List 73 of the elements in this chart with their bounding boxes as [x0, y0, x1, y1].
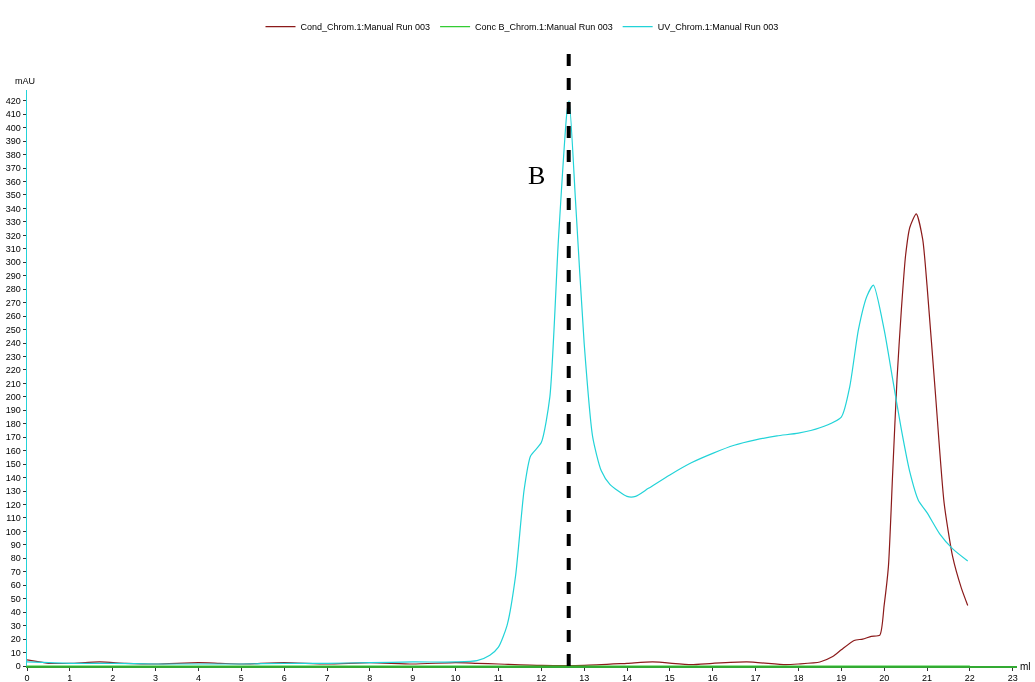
y-axis-title: mAU: [15, 76, 35, 86]
legend-label: Cond_Chrom.1:Manual Run 003: [300, 22, 431, 33]
y-tick-label: 410: [5, 109, 21, 120]
x-tick-label: 18: [793, 673, 804, 682]
y-tick-label: 70: [10, 566, 21, 577]
x-tick-label: 8: [367, 673, 373, 682]
y-tick-label: 370: [5, 163, 21, 174]
y-tick-label: 40: [10, 607, 21, 618]
x-tick-label: 12: [536, 673, 547, 682]
y-tick-label: 280: [5, 284, 21, 295]
y-tick-label: 120: [5, 499, 21, 510]
y-tick-label: 300: [5, 257, 21, 268]
y-tick-label: 170: [5, 432, 21, 443]
x-tick-label: 6: [281, 673, 287, 682]
y-tick-label: 50: [10, 593, 21, 604]
ref-line-label: B: [528, 161, 546, 190]
y-tick-label: 340: [5, 203, 21, 214]
y-tick-label: 230: [5, 351, 21, 362]
x-tick-label: 7: [324, 673, 330, 682]
y-tick-label: 390: [5, 136, 21, 147]
y-tick-label: 210: [5, 378, 21, 389]
y-tick-label: 220: [5, 365, 21, 376]
y-tick-label: 100: [5, 526, 21, 537]
y-tick-label: 130: [5, 486, 21, 497]
x-tick-label: 22: [964, 673, 975, 682]
y-tick-label: 140: [5, 472, 21, 483]
x-tick-label: 21: [921, 673, 933, 682]
legend-label: Conc B_Chrom.1:Manual Run 003: [475, 22, 613, 33]
y-tick-label: 400: [5, 122, 21, 133]
x-tick-label: 3: [153, 673, 159, 682]
y-tick-label: 20: [10, 634, 21, 645]
y-tick-label: 10: [10, 647, 21, 658]
y-tick-label: 260: [5, 311, 21, 322]
x-tick-label: 5: [238, 673, 244, 682]
y-tick-label: 240: [5, 338, 21, 349]
x-tick-label: 10: [450, 673, 461, 682]
y-tick-label: 160: [5, 445, 21, 456]
x-tick-label: 0: [24, 673, 30, 682]
x-tick-label: 20: [879, 673, 890, 682]
x-tick-label: 1: [67, 673, 73, 682]
x-tick-label: 11: [493, 673, 504, 682]
y-tick-label: 420: [5, 95, 21, 106]
y-tick-label: 200: [5, 391, 21, 402]
x-tick-label: 14: [621, 673, 633, 682]
y-tick-label: 320: [5, 230, 21, 241]
x-tick-label: 15: [664, 673, 675, 682]
legend-label: UV_Chrom.1:Manual Run 003: [657, 22, 779, 33]
x-tick-label: 9: [410, 673, 416, 682]
y-tick-label: 350: [5, 190, 21, 201]
x-tick-label: 23: [1007, 673, 1018, 682]
x-axis-title: ml: [1020, 661, 1031, 672]
y-tick-label: 360: [5, 176, 21, 187]
y-tick-label: 110: [6, 513, 21, 524]
y-tick-label: 80: [10, 553, 21, 564]
y-tick-label: 190: [5, 405, 21, 416]
y-tick-label: 250: [5, 324, 21, 335]
y-tick-label: 330: [5, 217, 21, 228]
y-tick-label: 380: [5, 149, 21, 160]
y-tick-label: 30: [10, 620, 21, 631]
y-tick-label: 310: [5, 243, 21, 254]
x-tick-label: 2: [110, 673, 116, 682]
y-tick-label: 90: [10, 540, 21, 551]
y-tick-label: 0: [15, 661, 21, 672]
x-tick-label: 16: [707, 673, 718, 682]
x-tick-label: 13: [579, 673, 590, 682]
y-tick-label: 290: [5, 270, 21, 281]
x-tick-label: 4: [195, 673, 201, 682]
x-tick-label: 17: [750, 673, 761, 682]
y-tick-label: 150: [5, 459, 21, 470]
y-tick-label: 60: [10, 580, 21, 591]
y-tick-label: 270: [5, 297, 21, 308]
x-tick-label: 19: [836, 673, 847, 682]
y-tick-label: 180: [5, 418, 21, 429]
